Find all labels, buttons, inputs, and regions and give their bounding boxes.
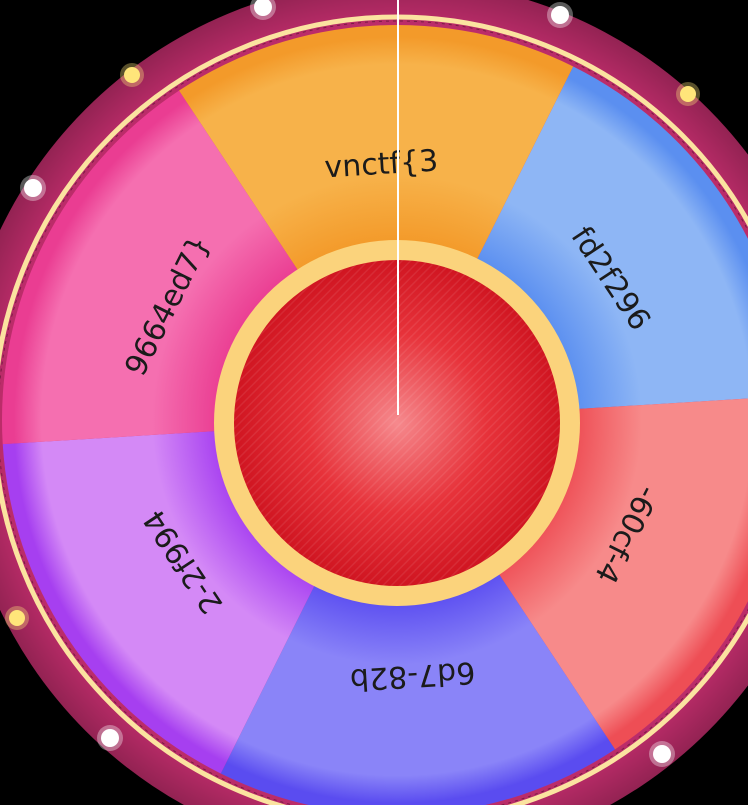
rim-light xyxy=(254,0,272,16)
rim-light xyxy=(124,67,140,83)
wheel-segment xyxy=(220,420,616,805)
rim-light xyxy=(680,86,696,102)
wheel-segment xyxy=(178,25,574,420)
rim-light xyxy=(9,610,25,626)
rim-light xyxy=(101,729,119,747)
rim-light xyxy=(653,745,671,763)
segment-label: vnctf{3 xyxy=(324,144,440,186)
segment-label: 6d7-82b xyxy=(349,654,476,697)
rim-light xyxy=(24,179,42,197)
rim-lights xyxy=(5,0,700,767)
hub-texture xyxy=(234,260,560,586)
rim-light xyxy=(551,6,569,24)
